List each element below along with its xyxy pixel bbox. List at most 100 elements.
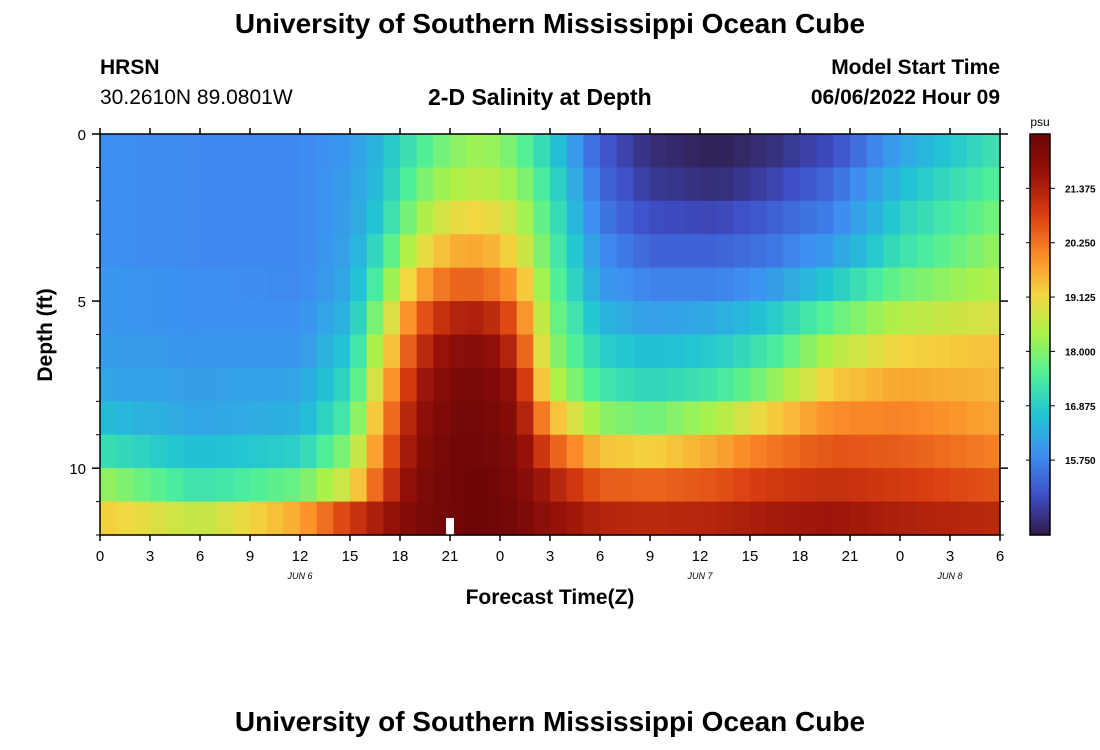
heatmap-cell xyxy=(500,334,518,369)
heatmap-cell xyxy=(466,367,484,402)
heatmap-cell xyxy=(400,167,418,202)
heatmap-cell xyxy=(533,434,551,469)
heatmap-cell xyxy=(916,301,934,336)
heatmap-cell xyxy=(883,468,901,503)
heatmap-cell xyxy=(433,401,451,436)
heatmap-cell xyxy=(933,334,951,369)
heatmap-cell xyxy=(766,234,784,269)
heatmap-cell xyxy=(350,134,368,169)
heatmap-cell xyxy=(300,367,318,402)
heatmap-cell xyxy=(866,234,884,269)
heatmap-cell xyxy=(400,200,418,235)
heatmap-cell xyxy=(866,267,884,302)
heatmap-cell xyxy=(650,234,668,269)
heatmap-cell xyxy=(866,167,884,202)
heatmap-cell xyxy=(266,234,284,269)
heatmap-cell xyxy=(633,401,651,436)
heatmap-cell xyxy=(100,234,118,269)
heatmap-cell xyxy=(566,401,584,436)
heatmap-cell xyxy=(783,334,801,369)
heatmap-cell xyxy=(850,301,868,336)
heatmap-cell xyxy=(416,434,434,469)
heatmap-cell xyxy=(116,501,134,536)
heatmap-cell xyxy=(200,301,218,336)
heatmap-cell xyxy=(983,334,1001,369)
heatmap-cell xyxy=(233,468,251,503)
heatmap-cell xyxy=(733,234,751,269)
heatmap-cell xyxy=(650,200,668,235)
heatmap-cell xyxy=(850,501,868,536)
heatmap-cell xyxy=(933,401,951,436)
heatmap-cell xyxy=(533,334,551,369)
heatmap-cell xyxy=(950,434,968,469)
heatmap-cell xyxy=(583,367,601,402)
heatmap-cell xyxy=(716,468,734,503)
heatmap-cell xyxy=(350,468,368,503)
heatmap-cell xyxy=(333,134,351,169)
heatmap-cell xyxy=(100,434,118,469)
heatmap-cell xyxy=(833,434,851,469)
heatmap-cell xyxy=(133,301,151,336)
heatmap-cell xyxy=(600,434,618,469)
colorbar-ticks: 21.375 20.250 19.125 18.000 16.875 15.750 xyxy=(1026,184,1096,467)
heatmap-cell xyxy=(583,134,601,169)
heatmap-cell xyxy=(850,401,868,436)
heatmap-cell xyxy=(916,401,934,436)
heatmap-cell xyxy=(433,301,451,336)
heatmap-cell xyxy=(216,334,234,369)
heatmap-cell xyxy=(883,267,901,302)
heatmap-cell xyxy=(500,401,518,436)
heatmap-cell xyxy=(816,434,834,469)
heatmap-cell xyxy=(133,234,151,269)
heatmap-cell xyxy=(900,367,918,402)
heatmap-cell xyxy=(950,401,968,436)
heatmap-cell xyxy=(266,167,284,202)
heatmap-cell xyxy=(116,200,134,235)
heatmap-cell xyxy=(200,468,218,503)
heatmap-cell xyxy=(550,468,568,503)
heatmap-cell xyxy=(316,267,334,302)
heatmap-cell xyxy=(650,434,668,469)
heatmap-cell xyxy=(500,200,518,235)
x-tick-label: 3 xyxy=(146,548,154,565)
heatmap-cell xyxy=(466,501,484,536)
heatmap-cell xyxy=(300,267,318,302)
heatmap-cell xyxy=(816,267,834,302)
heatmap-cell xyxy=(766,434,784,469)
colorbar-tick-label: 16.875 xyxy=(1065,402,1096,413)
heatmap-cell xyxy=(783,200,801,235)
heatmap-cell xyxy=(850,134,868,169)
heatmap-cell xyxy=(783,167,801,202)
heatmap-cell xyxy=(533,401,551,436)
heatmap-cell xyxy=(766,267,784,302)
heatmap-cell xyxy=(366,234,384,269)
heatmap-cell xyxy=(600,267,618,302)
heatmap-cell xyxy=(183,401,201,436)
heatmap-cell xyxy=(916,134,934,169)
heatmap-cell xyxy=(500,234,518,269)
heatmap-cell xyxy=(233,434,251,469)
heatmap-cell xyxy=(466,200,484,235)
heatmap-cell xyxy=(566,301,584,336)
heatmap-cell xyxy=(716,134,734,169)
heatmap-cell xyxy=(216,367,234,402)
heatmap-cell xyxy=(683,434,701,469)
heatmap-cell xyxy=(916,200,934,235)
heatmap-cell xyxy=(983,267,1001,302)
heatmap-cell xyxy=(683,334,701,369)
heatmap-cell xyxy=(733,434,751,469)
heatmap-cell xyxy=(483,334,501,369)
heatmap-cell xyxy=(600,367,618,402)
heatmap-cell xyxy=(150,167,168,202)
heatmap-cell xyxy=(650,501,668,536)
heatmap-cell xyxy=(500,167,518,202)
y-tick-label: 10 xyxy=(69,461,86,478)
heatmap-cell xyxy=(766,301,784,336)
heatmap-cell xyxy=(516,301,534,336)
heatmap-cell xyxy=(616,134,634,169)
heatmap-cell xyxy=(683,401,701,436)
heatmap-cell xyxy=(566,434,584,469)
heatmap-cell xyxy=(200,267,218,302)
heatmap-cell xyxy=(383,200,401,235)
heatmap-cell xyxy=(900,334,918,369)
